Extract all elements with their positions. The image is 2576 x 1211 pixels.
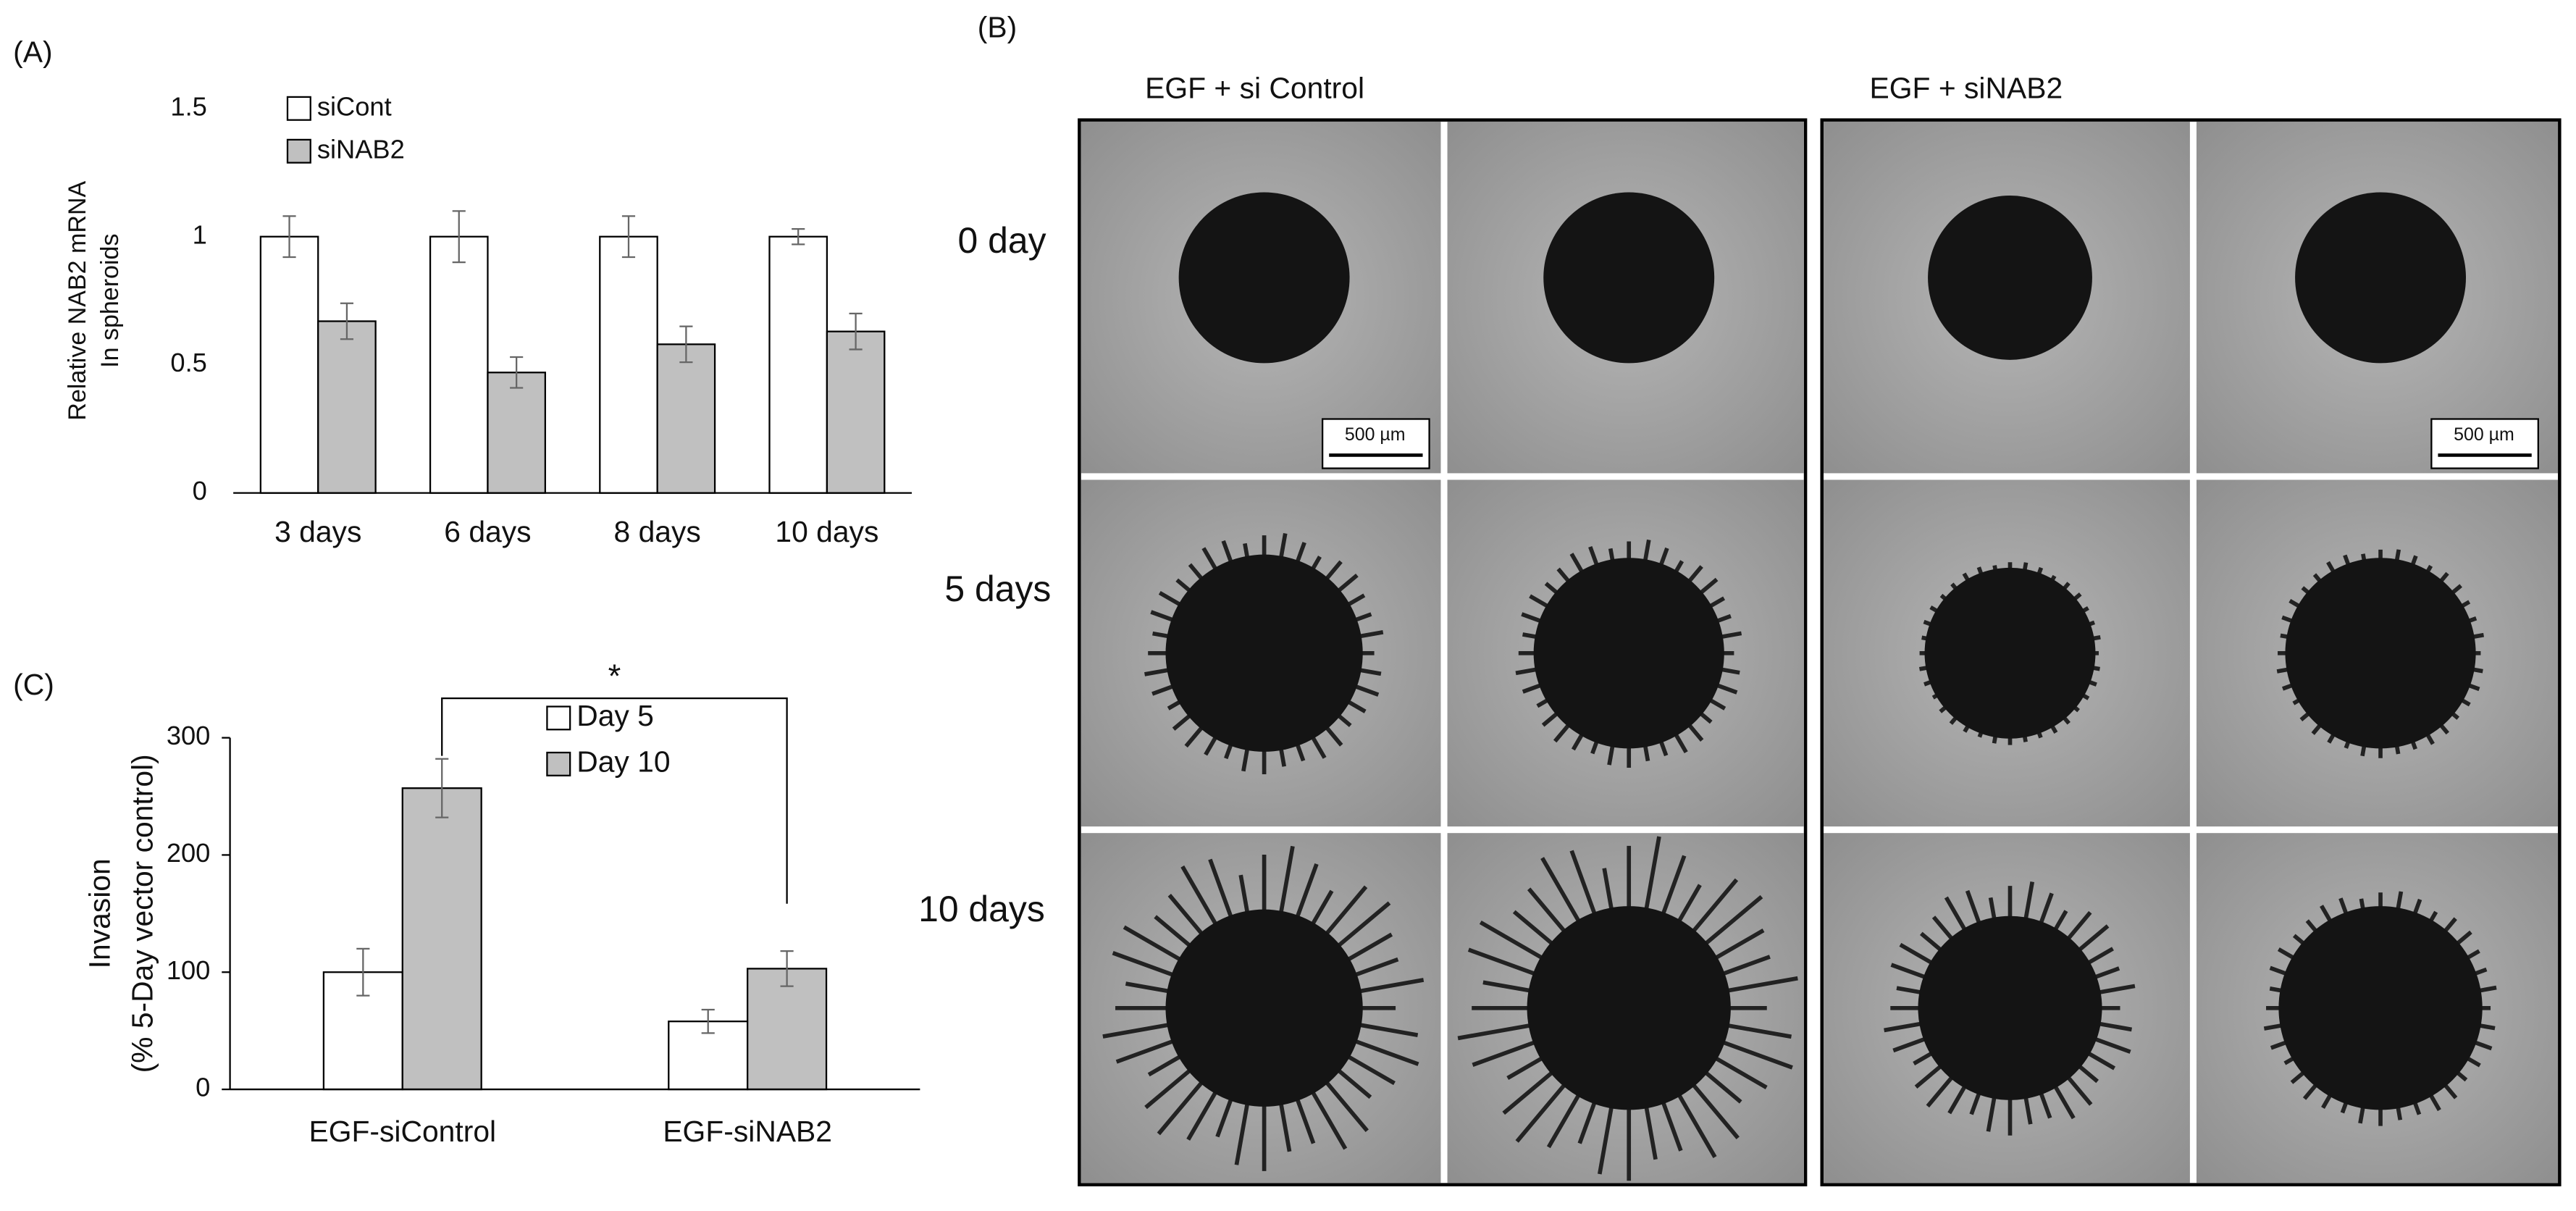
y-tick-label: 300 [167, 721, 211, 750]
y-tick-label: 0.5 [170, 348, 206, 377]
x-tick-label: 6 days [444, 515, 531, 548]
row-label: 10 days [918, 889, 1045, 929]
scale-bar-box [2430, 418, 2539, 469]
error-bar [780, 950, 794, 987]
legend-label: siNAB2 [317, 134, 405, 164]
bar [401, 787, 482, 1091]
spheroid [1165, 909, 1363, 1107]
micrographs [1078, 118, 2562, 1186]
spheroid [1924, 567, 2096, 739]
error-bar [356, 947, 370, 997]
bar [317, 320, 377, 494]
error-bar [340, 302, 354, 340]
spheroid [1543, 192, 1715, 364]
scale-bar-label: 500 µm [2454, 424, 2514, 445]
spheroid [1165, 554, 1363, 752]
bar [768, 235, 828, 494]
error-bar [679, 325, 693, 364]
y-axis-label: (% 5-Day vector control) [125, 754, 159, 1073]
bar [487, 372, 546, 494]
spheroid [1533, 558, 1724, 749]
legend-swatch [286, 96, 311, 121]
x-tick-label: 3 days [274, 515, 361, 548]
legend-label: siCont [317, 91, 392, 121]
error-bar [452, 210, 466, 264]
error-bar [849, 312, 863, 351]
bar [259, 235, 319, 494]
bar [599, 235, 658, 494]
bar [826, 330, 886, 494]
panel-label: (B) [978, 11, 1017, 44]
spheroid [2278, 906, 2483, 1110]
spheroid [1527, 906, 1731, 1110]
row-label: 0 day [958, 220, 1046, 261]
legend-swatch [286, 138, 311, 164]
significance-label: * [608, 658, 621, 695]
spheroid [1928, 196, 2092, 360]
error-bar [621, 215, 636, 259]
y-axis-label: In spheroids [96, 234, 124, 368]
error-bar [792, 227, 805, 246]
legend-label: Day 5 [576, 699, 654, 732]
spheroid [1178, 192, 1350, 364]
x-tick-label: 10 days [775, 515, 878, 548]
x-tick-label: EGF-siNAB2 [663, 1115, 832, 1148]
legend-swatch [546, 751, 571, 776]
y-tick-label: 200 [167, 838, 211, 868]
legend-swatch [546, 705, 571, 731]
x-tick-label: EGF-siControl [309, 1115, 496, 1148]
bar [429, 235, 489, 494]
y-tick-label: 0 [193, 476, 207, 506]
significance-bracket [441, 697, 788, 904]
spheroid [2285, 558, 2476, 749]
y-tick-label: 1 [193, 219, 207, 249]
scale-bar-box [1322, 418, 1430, 469]
y-axis-label: Invasion [83, 858, 116, 968]
error-bar [435, 758, 449, 818]
error-bar [701, 1008, 715, 1034]
legend-label: Day 10 [576, 745, 670, 779]
spheroid [1918, 915, 2102, 1100]
y-axis-label: Relative NAB2 mRNA [64, 180, 91, 420]
x-tick-label: 8 days [614, 515, 701, 548]
y-tick-label: 0 [196, 1073, 210, 1102]
bar [656, 343, 716, 494]
error-bar [510, 356, 524, 389]
scale-bar-label: 500 µm [1345, 424, 1406, 445]
spheroid [2295, 192, 2467, 364]
y-tick-label: 1.5 [170, 91, 206, 121]
panel-label: (C) [13, 668, 54, 701]
y-tick-label: 100 [167, 955, 211, 985]
column-label: EGF + siNAB2 [1870, 72, 2063, 105]
error-bar [282, 215, 296, 259]
row-label: 5 days [944, 569, 1051, 609]
column-label: EGF + si Control [1145, 72, 1364, 105]
panel-label: (A) [13, 35, 52, 69]
